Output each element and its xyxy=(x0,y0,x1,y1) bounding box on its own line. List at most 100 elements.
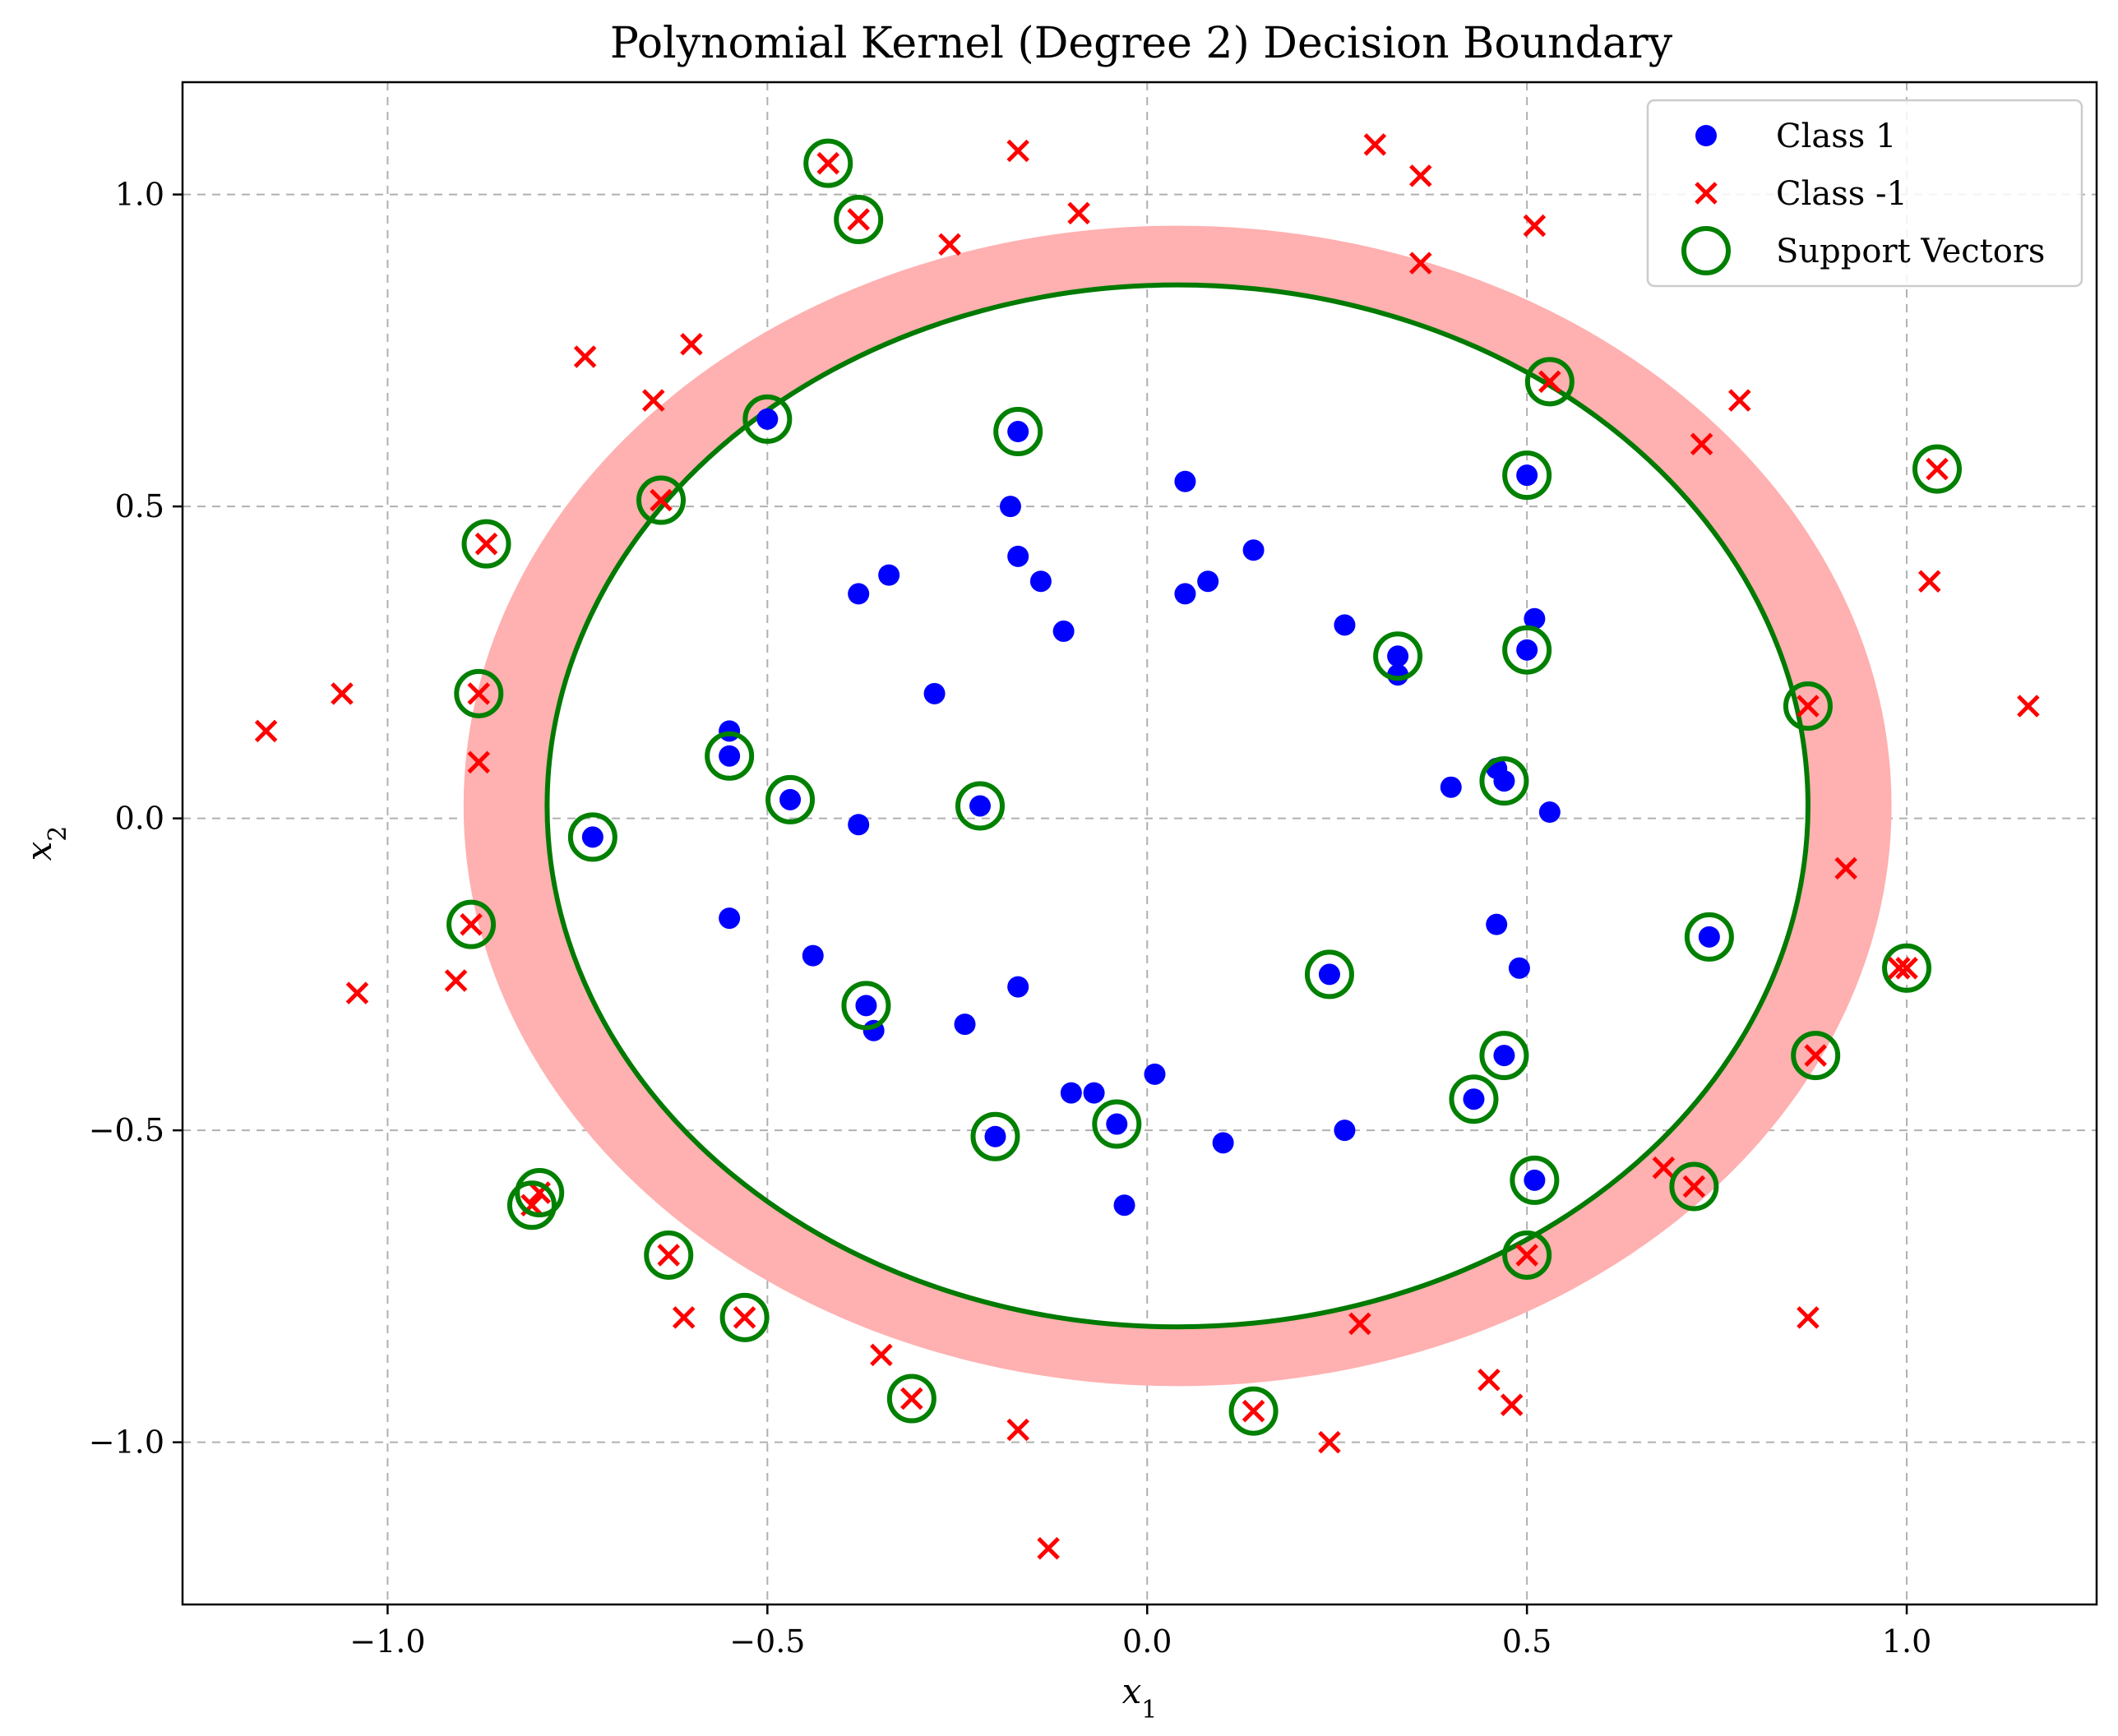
class-1-point xyxy=(1174,583,1196,605)
class-1-point xyxy=(1174,470,1196,492)
class-neg1-point xyxy=(467,682,491,705)
class-1-point xyxy=(1516,639,1538,661)
support-vector-point xyxy=(1502,450,1552,501)
class-neg1-point xyxy=(573,345,597,368)
class-1-point xyxy=(1334,614,1356,636)
plot-area xyxy=(254,133,2040,1560)
class-neg1-point xyxy=(1888,957,1911,980)
y-axis-ticks: −1.0 −0.5 0.0 0.5 1.0 xyxy=(89,177,183,1461)
class-neg1-point xyxy=(460,912,483,936)
class-neg1-point xyxy=(816,151,840,175)
support-vector-point xyxy=(955,781,1005,831)
class-neg1-point xyxy=(900,1387,923,1410)
y-tick-label: 0.0 xyxy=(115,801,164,837)
class-neg1-point xyxy=(1363,133,1387,156)
class-1-point xyxy=(1106,1113,1128,1135)
legend-frame xyxy=(1646,99,2083,288)
class-1-point xyxy=(1212,1132,1234,1154)
class-1-point xyxy=(1113,1194,1135,1217)
legend-label: Support Vectors xyxy=(1776,233,2045,270)
support-vector-point xyxy=(1524,357,1575,407)
support-vector-point xyxy=(515,1168,565,1218)
support-vector-points xyxy=(446,138,1962,1436)
class-1-point xyxy=(1387,645,1409,667)
support-vector-point xyxy=(1502,1230,1552,1280)
class-1-point xyxy=(1463,1088,1485,1110)
support-vector-point xyxy=(993,407,1043,457)
class-1-point xyxy=(1524,607,1546,630)
class-1-point xyxy=(1538,801,1561,824)
class-neg1-point xyxy=(1515,1244,1538,1267)
y-tick-label: −1.0 xyxy=(89,1424,164,1461)
support-vector-point xyxy=(567,812,617,862)
class-1-point xyxy=(1516,464,1538,487)
y-tick-label: 0.5 xyxy=(115,488,164,524)
class-neg1-point xyxy=(1478,1368,1501,1392)
class-neg1-point xyxy=(2017,695,2040,718)
class-1-point xyxy=(779,788,802,810)
class-neg1-point xyxy=(1728,389,1751,412)
class-neg1-point xyxy=(1318,1430,1341,1454)
class-neg1-point xyxy=(254,719,278,743)
class-neg1-point xyxy=(650,488,673,512)
y-tick-label: 1.0 xyxy=(115,177,164,213)
class-1-point xyxy=(923,682,946,704)
class-neg1-point xyxy=(1926,457,1949,481)
class-1-point xyxy=(1052,620,1075,642)
class-neg1-point xyxy=(1797,695,1820,718)
class-1-point xyxy=(1334,1120,1356,1142)
x-tick-label: −0.5 xyxy=(729,1623,805,1660)
class-1-point xyxy=(719,907,741,930)
class-neg1-point xyxy=(1348,1312,1371,1336)
class-neg1-point xyxy=(1067,201,1090,225)
class-1-point xyxy=(756,408,779,430)
legend-entry: Class 1 xyxy=(1695,118,1896,155)
class-1-point xyxy=(878,564,900,586)
support-vector-point xyxy=(765,774,816,824)
class-1-point xyxy=(1029,570,1052,593)
class-neg1-point xyxy=(847,208,870,231)
class-1-point xyxy=(1698,926,1720,948)
class-neg1-point xyxy=(467,750,491,774)
class-1-point xyxy=(1007,976,1029,998)
class-neg1-point xyxy=(1523,214,1547,238)
class-1-point xyxy=(802,944,824,967)
class-1-point xyxy=(984,1125,1006,1147)
class-1-point xyxy=(1440,776,1462,798)
support-vector-point xyxy=(1449,1074,1499,1124)
class-neg1-point xyxy=(1917,570,1941,593)
support-vector-point xyxy=(834,194,884,244)
class-neg1-point xyxy=(1538,370,1561,394)
class-neg1-point xyxy=(1037,1536,1060,1560)
x-axis-label: x1 xyxy=(1122,1671,1158,1724)
class-1-point xyxy=(1493,770,1515,792)
support-vector-point xyxy=(636,475,686,525)
class-neg1-point xyxy=(1409,252,1432,275)
class-neg1-point xyxy=(474,532,498,556)
support-vector-point xyxy=(841,981,891,1031)
class-1-point xyxy=(999,496,1021,518)
class-1-point xyxy=(1007,545,1029,567)
decision-boundary xyxy=(544,282,1810,1330)
class-1-point xyxy=(1144,1063,1166,1085)
class-1-point xyxy=(1508,957,1530,979)
legend-marker-class-1 xyxy=(1695,125,1717,146)
support-vector-point xyxy=(446,899,497,949)
chart-title: Polynomial Kernel (Degree 2) Decision Bo… xyxy=(610,19,1673,68)
class-1-point xyxy=(848,583,870,605)
legend-label: Class -1 xyxy=(1776,175,1908,213)
class-1-point xyxy=(1197,570,1219,593)
support-vector-point xyxy=(803,138,853,188)
class-neg1-point xyxy=(1006,139,1029,163)
support-vector-point xyxy=(1479,1031,1529,1081)
x-axis-ticks: −1.0 −0.5 0.0 0.5 1.0 xyxy=(349,1604,1931,1660)
support-vector-point xyxy=(1373,631,1423,681)
support-vector-point xyxy=(742,394,793,444)
x-tick-label: 0.0 xyxy=(1122,1623,1172,1660)
y-axis-label: x2 xyxy=(19,826,72,861)
support-vector-point xyxy=(1791,1031,1841,1081)
class-neg1-point xyxy=(1500,1393,1524,1416)
class-1-point xyxy=(719,745,741,767)
class-1-point xyxy=(1060,1082,1082,1104)
